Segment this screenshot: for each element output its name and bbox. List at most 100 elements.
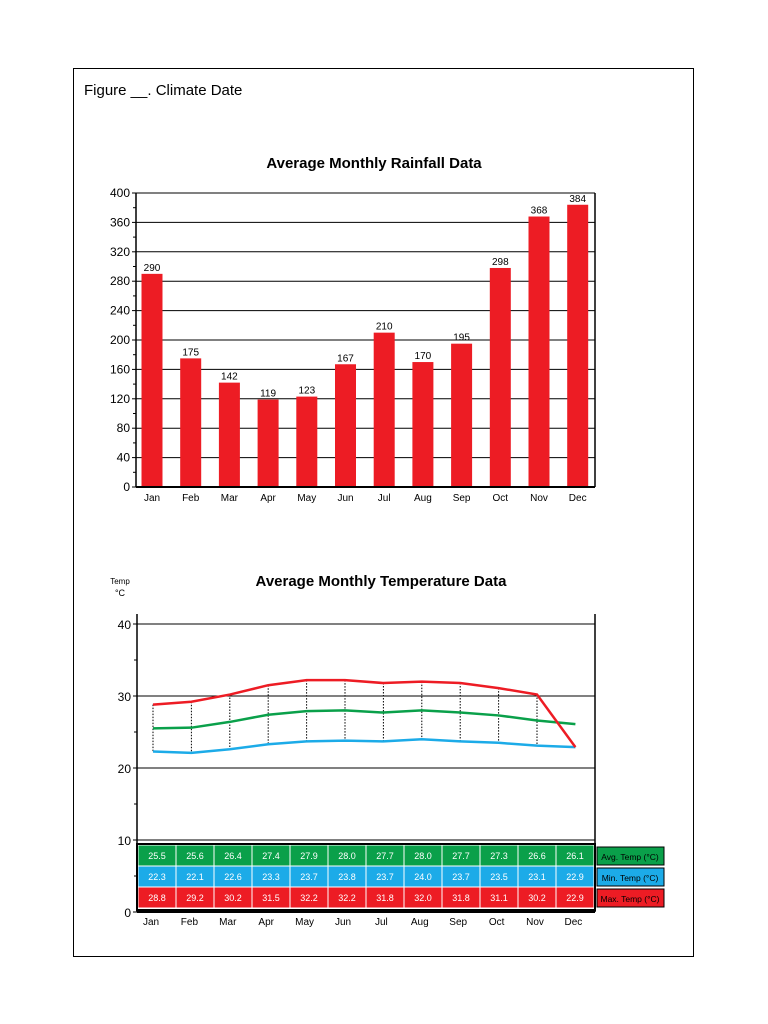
- bar-jul: [373, 332, 395, 487]
- legend-entry: Avg. Temp (°C): [601, 852, 659, 862]
- x-tick-label: Apr: [260, 493, 276, 504]
- table-cell-value: 23.7: [452, 872, 470, 882]
- table-cell-value: 27.4: [262, 851, 280, 861]
- data-label: 142: [221, 372, 238, 383]
- data-label: 167: [337, 353, 354, 364]
- table-cell-value: 26.4: [224, 851, 242, 861]
- y-tick-label: 360: [110, 215, 130, 229]
- temp-axis-unit: °C: [115, 588, 126, 598]
- bar-may: [296, 396, 318, 487]
- y-tick-label: 80: [117, 421, 131, 435]
- table-cell-value: 22.9: [566, 872, 584, 882]
- x-tick-label: Nov: [526, 917, 544, 928]
- y-tick-label: 160: [110, 362, 130, 376]
- bar-jun: [335, 364, 356, 487]
- table-cell-value: 23.1: [528, 872, 546, 882]
- table-cell-value: 22.3: [148, 872, 166, 882]
- table-cell-value: 32.0: [414, 893, 432, 903]
- x-tick-label: Nov: [530, 493, 548, 504]
- table-cell-value: 30.2: [528, 893, 546, 903]
- legend-swatch: [596, 846, 665, 866]
- x-tick-label: Dec: [565, 917, 583, 928]
- temp-axis-label: Temp: [110, 577, 130, 586]
- table-cell-value: 32.2: [338, 893, 356, 903]
- table-cell-value: 22.1: [186, 872, 204, 882]
- table-cell-value: 27.7: [452, 851, 470, 861]
- table-cell-value: 31.8: [376, 893, 394, 903]
- bar-jan: [141, 273, 163, 487]
- table-cell-value: 23.8: [338, 872, 356, 882]
- table-border: [136, 843, 596, 911]
- series-line-avg: [152, 709, 576, 730]
- y-tick-label: 40: [117, 451, 131, 465]
- x-tick-label: Jul: [375, 917, 388, 928]
- data-label: 290: [144, 263, 161, 274]
- x-tick-label: Mar: [221, 493, 239, 504]
- y-tick-label: 120: [110, 392, 130, 406]
- rainfall-chart-title: Average Monthly Rainfall Data: [266, 155, 482, 172]
- table-cell-value: 25.6: [186, 851, 204, 861]
- table-cell-value: 31.1: [490, 893, 508, 903]
- x-tick-label: Dec: [569, 493, 587, 504]
- x-tick-label: Oct: [489, 917, 505, 928]
- table-cell-value: 32.2: [300, 893, 318, 903]
- y-tick-label: 0: [123, 480, 130, 494]
- table-cell-value: 25.5: [148, 851, 166, 861]
- data-label: 298: [492, 257, 509, 268]
- y-tick-label: 10: [118, 834, 132, 848]
- y-tick-label: 280: [110, 274, 130, 288]
- data-label: 123: [298, 386, 315, 397]
- x-tick-label: Jan: [143, 917, 159, 928]
- x-tick-label: Sep: [449, 917, 467, 928]
- x-tick-label: Jan: [144, 493, 160, 504]
- table-cell-value: 24.0: [414, 872, 432, 882]
- bar-aug: [412, 362, 434, 487]
- x-tick-label: Apr: [258, 917, 274, 928]
- table-cell-value: 26.6: [528, 851, 546, 861]
- bar-oct: [489, 267, 511, 487]
- table-cell-value: 27.3: [490, 851, 508, 861]
- x-tick-label: Oct: [493, 493, 509, 504]
- x-tick-label: May: [297, 493, 316, 504]
- x-tick-label: Aug: [414, 493, 432, 504]
- y-tick-label: 320: [110, 245, 130, 259]
- x-tick-label: Jul: [378, 493, 391, 504]
- rainfall-chart: Average Monthly Rainfall Data 0 40 80 120 16…: [110, 155, 596, 504]
- table-cell-value: 27.9: [300, 851, 318, 861]
- table-cell-value: 22.6: [224, 872, 242, 882]
- bar-apr: [257, 399, 279, 487]
- data-label: 368: [531, 206, 548, 217]
- data-label: 170: [415, 351, 432, 362]
- x-tick-label: Mar: [219, 917, 237, 928]
- data-label: 195: [453, 333, 470, 344]
- x-tick-label: Jun: [337, 493, 353, 504]
- legend-swatch: [596, 888, 665, 908]
- y-tick-label: 400: [110, 186, 130, 200]
- table-cell-value: 28.8: [148, 893, 166, 903]
- x-tick-label: Jun: [335, 917, 351, 928]
- data-label: 175: [182, 347, 199, 358]
- data-label: 210: [376, 322, 393, 333]
- table-cell-value: 23.7: [300, 872, 318, 882]
- table-cell-value: 23.5: [490, 872, 508, 882]
- table-cell-value: 23.3: [262, 872, 280, 882]
- y-tick-label: 40: [118, 618, 132, 632]
- temperature-chart-title: Average Monthly Temperature Data: [256, 573, 508, 590]
- legend-entry: Max. Temp (°C): [601, 894, 660, 904]
- y-tick-label: 0: [124, 906, 131, 920]
- bar-feb: [180, 358, 202, 487]
- y-tick-label: 30: [118, 690, 132, 704]
- bar-dec: [567, 204, 589, 487]
- bar-nov: [528, 216, 550, 487]
- table-cell-value: 28.0: [414, 851, 432, 861]
- series-line-max: [152, 678, 577, 748]
- table-cell-value: 23.7: [376, 872, 394, 882]
- table-cell-value: 30.2: [224, 893, 242, 903]
- table-cell-value: 26.1: [566, 851, 584, 861]
- x-tick-label: May: [295, 917, 314, 928]
- y-tick-label: 200: [110, 333, 130, 347]
- table-cell-value: 29.2: [186, 893, 204, 903]
- x-tick-label: Feb: [181, 917, 199, 928]
- table-cell-value: 27.7: [376, 851, 394, 861]
